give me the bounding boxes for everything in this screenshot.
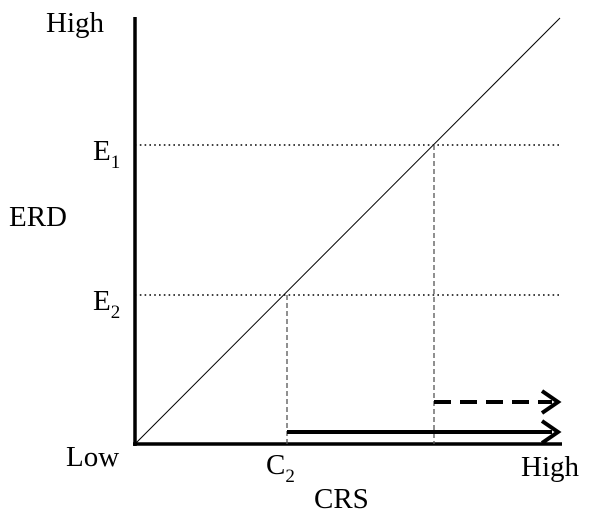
dashed-arrow	[434, 389, 562, 415]
c2-label: C2	[266, 449, 295, 487]
y-axis-high-label: High	[46, 7, 105, 39]
y-axis-title: ERD	[9, 201, 67, 233]
e1-label: E1	[93, 135, 120, 173]
e1-subscript: 1	[111, 152, 121, 173]
solid-arrow	[287, 419, 562, 445]
e2-label: E2	[93, 285, 120, 323]
x-axis-title: CRS	[314, 483, 369, 515]
diagonal-line	[134, 17, 561, 445]
c2-subscript: 2	[285, 466, 295, 487]
origin-low-label: Low	[66, 441, 119, 473]
e2-subscript: 2	[111, 302, 121, 323]
x-axis-high-label: High	[521, 451, 580, 483]
